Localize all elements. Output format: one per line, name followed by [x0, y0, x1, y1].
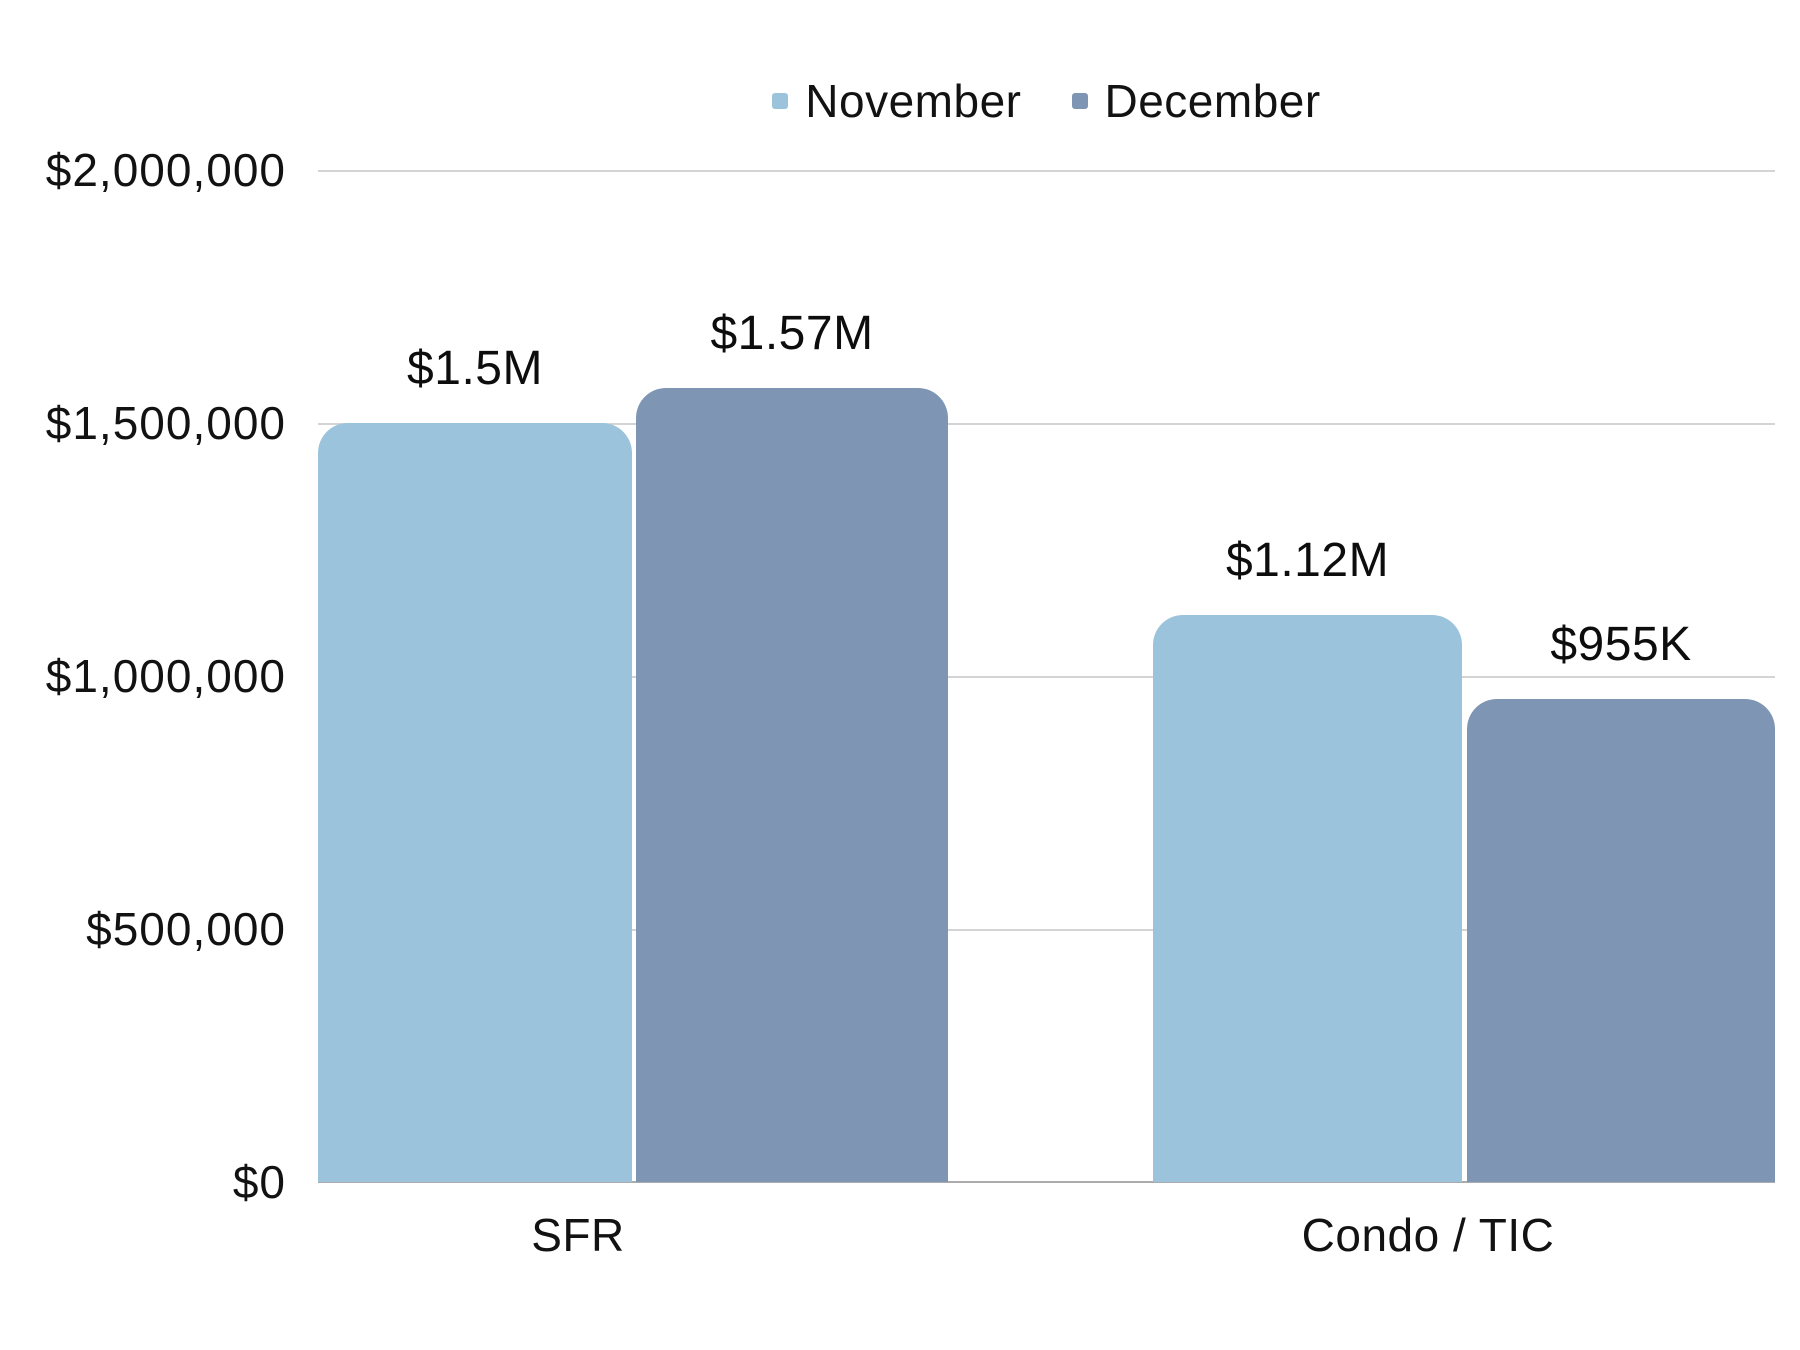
chart-legend: November December: [318, 78, 1775, 124]
x-axis-baseline: [318, 1181, 1775, 1183]
bar-sfr-november[interactable]: $1.5M: [318, 345, 632, 1182]
legend-label-november: November: [805, 75, 1022, 127]
legend-item-december[interactable]: December: [1071, 75, 1321, 127]
x-category-label-sfr: SFR: [531, 1209, 625, 1261]
y-tick-1500000: $1,500,000: [45, 397, 286, 449]
y-tick-2000000: $2,000,000: [45, 144, 286, 196]
y-tick-1000000: $1,000,000: [45, 650, 286, 702]
bar-value-label-sfr-november: $1.5M: [407, 342, 543, 395]
gridline-1000000: [318, 676, 1775, 678]
y-tick-0: $0: [232, 1156, 286, 1208]
bar-condo-tic-november[interactable]: $1.12M: [1153, 537, 1462, 1182]
plot-area: $1.5M $1.57M $1.12M $955K: [318, 170, 1775, 1183]
bar-sfr-december[interactable]: $1.57M: [636, 310, 948, 1182]
bar-condo-tic-december[interactable]: $955K: [1467, 621, 1775, 1182]
gridline-1500000: [318, 423, 1775, 425]
november-swatch-icon: [772, 93, 789, 109]
gridline-2000000: [318, 170, 1775, 172]
gridline-500000: [318, 929, 1775, 931]
y-tick-500000: $500,000: [86, 903, 286, 955]
bar-value-label-condo-tic-december: $955K: [1550, 618, 1692, 671]
legend-item-november[interactable]: November: [772, 78, 1021, 124]
bar-value-label-sfr-december: $1.57M: [710, 307, 874, 360]
december-swatch-icon: [1071, 93, 1088, 109]
bar-value-label-condo-tic-november: $1.12M: [1225, 534, 1390, 587]
legend-label-december: December: [1104, 75, 1321, 127]
x-category-label-condo-tic: Condo / TIC: [1301, 1209, 1555, 1261]
